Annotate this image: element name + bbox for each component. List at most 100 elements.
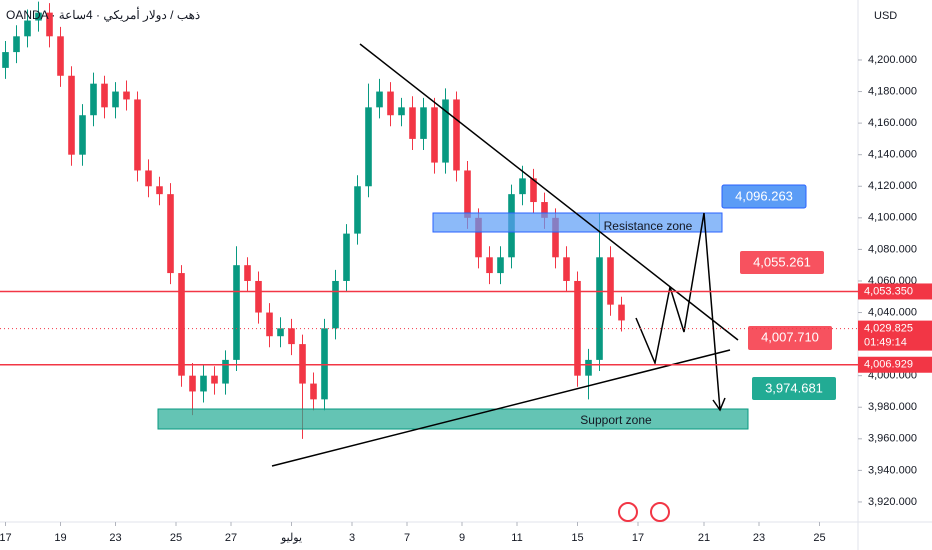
candle-body: [497, 257, 504, 274]
trendline: [359, 43, 739, 341]
candle-body: [233, 265, 240, 360]
candle-body: [563, 257, 570, 281]
x-tick-label: 3: [349, 532, 355, 544]
candle-body: [156, 186, 163, 195]
target-box: [740, 251, 824, 274]
candle-body: [596, 257, 603, 360]
candle-body: [310, 383, 317, 400]
arrow-head: [712, 397, 726, 412]
target-label: 4,055.261: [753, 254, 811, 269]
candle-body: [68, 75, 75, 155]
x-tick-label: 23: [109, 532, 121, 544]
candle-body: [475, 217, 482, 258]
target-box: [752, 377, 836, 400]
candle-body: [398, 107, 405, 116]
x-tick-label: 17: [0, 532, 12, 544]
candle-body: [574, 280, 581, 376]
x-tick-label: 25: [170, 532, 182, 544]
candle-body: [585, 359, 592, 376]
y-tick-label: 4,080.000: [868, 243, 917, 255]
x-tick-label: 27: [225, 532, 237, 544]
candle-body: [2, 52, 9, 68]
candle-body: [387, 91, 394, 116]
candle-body: [607, 257, 614, 305]
target-label: 3,974.681: [765, 380, 823, 395]
candle-body: [299, 344, 306, 384]
candle-body: [35, 12, 42, 21]
candle-body: [464, 170, 471, 218]
y-tick-label: 4,140.000: [868, 149, 917, 161]
candle-body: [277, 328, 284, 337]
candle-body: [288, 328, 295, 345]
x-tick-label: 19: [54, 532, 66, 544]
candle-body: [541, 202, 548, 218]
y-tick-label: 3,960.000: [868, 433, 917, 445]
candle-body: [519, 178, 526, 195]
y-tick-label: 3,920.000: [868, 496, 917, 508]
support-zone: [157, 408, 749, 430]
candle-body: [90, 83, 97, 116]
y-tick-label: 3,980.000: [868, 401, 917, 413]
candle-body: [255, 280, 262, 313]
resistance-zone: [432, 212, 723, 233]
candle-body: [178, 273, 185, 376]
x-tick-label: 23: [753, 532, 765, 544]
candle-body: [123, 91, 130, 100]
x-tick-label: 11: [511, 532, 522, 544]
candle-body: [57, 36, 64, 76]
x-tick-label: 25: [813, 532, 825, 544]
event-icon[interactable]: [618, 502, 638, 522]
candle-body: [332, 280, 339, 329]
currency-label: USD: [874, 10, 897, 22]
y-tick-label: 3,940.000: [868, 464, 917, 476]
candle-body: [167, 194, 174, 274]
candle-body: [420, 107, 427, 139]
target-box: [748, 326, 832, 350]
price-tag-label: 4,029.825: [864, 323, 913, 335]
zone-label: Support zone: [580, 413, 652, 427]
target-box: [721, 184, 807, 209]
target-label: 4,007.710: [761, 329, 819, 344]
candle-body: [112, 91, 119, 108]
candle-body: [101, 83, 108, 108]
y-tick-label: 4,200.000: [868, 54, 917, 66]
x-tick-label: 21: [698, 532, 710, 544]
candle-body: [431, 107, 438, 163]
x-tick-label: 15: [571, 532, 583, 544]
price-tag-label: 4,006.929: [864, 359, 913, 371]
candle-body: [244, 265, 251, 281]
y-tick-label: 4,040.000: [868, 306, 917, 318]
candle-body: [409, 107, 416, 139]
candle-body: [453, 99, 460, 171]
candle-body: [354, 186, 361, 234]
price-tag-label: 4,053.350: [864, 285, 913, 297]
x-tick-label: يوليو: [280, 532, 302, 544]
trendline: [271, 349, 731, 467]
countdown-label: 01:49:14: [864, 337, 907, 349]
candle-body: [134, 99, 141, 171]
candle-body: [189, 375, 196, 392]
y-tick-label: 4,100.000: [868, 212, 917, 224]
candle-body: [222, 359, 229, 384]
zone-label: Resistance zone: [604, 219, 693, 233]
symbol-header: OANDA · ذهب / دولار أمريكي · 4ساعة: [6, 7, 200, 22]
candle-body: [145, 170, 152, 187]
candle-body: [24, 20, 31, 37]
y-tick-label: 4,180.000: [868, 85, 917, 97]
x-tick-label: 17: [632, 532, 644, 544]
candle-body: [79, 115, 86, 155]
candle-body: [618, 304, 625, 321]
candle-body: [46, 12, 53, 37]
candle-body: [486, 257, 493, 274]
candle-body: [376, 91, 383, 108]
candle-body: [365, 107, 372, 187]
event-icon[interactable]: [650, 502, 670, 522]
candle-body: [552, 217, 559, 258]
price-tag: [858, 320, 932, 351]
candle-body: [200, 375, 207, 392]
candle-body: [442, 99, 449, 163]
price-tag: [858, 356, 932, 373]
x-tick-label: 9: [459, 532, 465, 544]
